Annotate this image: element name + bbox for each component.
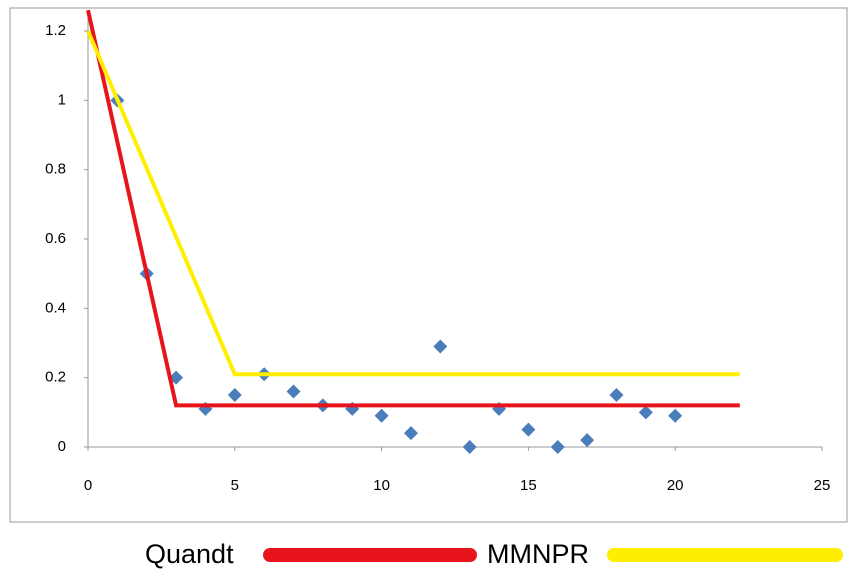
y-tick-label: 0.2 [45,369,66,386]
x-tick-label: 15 [520,477,537,494]
legend-label: Quandt [145,539,234,569]
point [638,405,653,420]
point [668,408,683,423]
point [550,440,565,454]
point [374,408,389,423]
x-tick-label: 10 [373,477,390,494]
x-tick-label: 20 [667,477,684,494]
point [521,422,536,437]
legend-label: MMNPR [487,539,589,569]
point [462,440,477,454]
x-tick-label: 5 [231,477,239,494]
chart-frame [9,7,848,523]
y-tick-label: 0.8 [45,161,66,178]
y-tick-label: 0.6 [45,230,66,247]
y-tick-label: 0.4 [45,299,66,316]
point [286,384,301,399]
point [403,426,418,441]
y-tick-label: 0 [58,438,66,455]
y-tick-label: 1.2 [45,22,66,39]
point [580,433,595,448]
line-series [86,9,740,408]
point [609,388,624,402]
point [433,339,448,354]
x-tick-label: 0 [84,477,92,494]
x-tick-label: 25 [814,477,831,494]
point [227,388,242,402]
y-tick-label: 1 [58,91,66,108]
line-series [86,30,740,377]
